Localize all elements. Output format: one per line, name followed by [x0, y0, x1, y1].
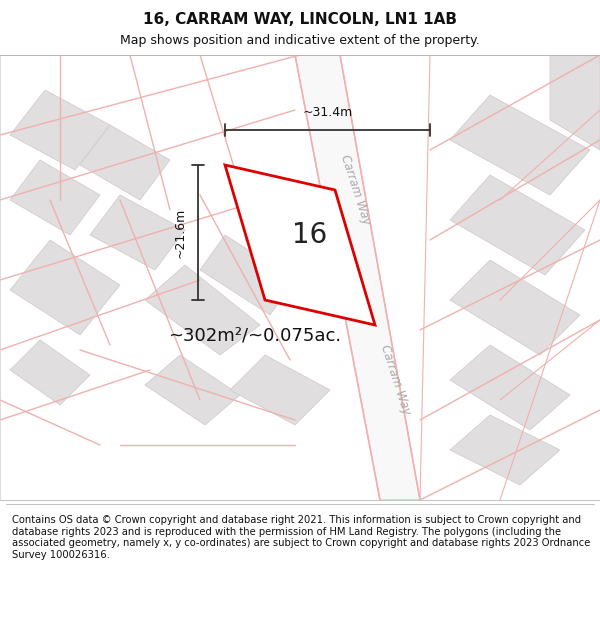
- Polygon shape: [225, 165, 375, 325]
- Text: Carram Way: Carram Way: [377, 343, 412, 417]
- Polygon shape: [145, 265, 260, 355]
- Polygon shape: [295, 55, 420, 500]
- Text: Carram Way: Carram Way: [338, 153, 373, 227]
- Text: ~31.4m: ~31.4m: [302, 106, 353, 119]
- Polygon shape: [245, 195, 330, 275]
- Text: 16, CARRAM WAY, LINCOLN, LN1 1AB: 16, CARRAM WAY, LINCOLN, LN1 1AB: [143, 12, 457, 27]
- Polygon shape: [10, 160, 100, 235]
- Polygon shape: [450, 415, 560, 485]
- Polygon shape: [450, 175, 585, 275]
- Text: ~302m²/~0.075ac.: ~302m²/~0.075ac.: [169, 326, 341, 344]
- Polygon shape: [230, 355, 330, 425]
- Polygon shape: [80, 125, 170, 200]
- Polygon shape: [200, 235, 295, 315]
- Text: ~21.6m: ~21.6m: [173, 208, 187, 258]
- Text: Contains OS data © Crown copyright and database right 2021. This information is : Contains OS data © Crown copyright and d…: [12, 515, 590, 560]
- Text: Map shows position and indicative extent of the property.: Map shows position and indicative extent…: [120, 34, 480, 47]
- Text: 16: 16: [292, 221, 328, 249]
- Polygon shape: [450, 95, 590, 195]
- Polygon shape: [145, 355, 240, 425]
- Polygon shape: [450, 345, 570, 430]
- Polygon shape: [90, 195, 185, 270]
- Polygon shape: [10, 240, 120, 335]
- Polygon shape: [450, 260, 580, 355]
- Polygon shape: [550, 55, 600, 150]
- Polygon shape: [10, 340, 90, 405]
- Polygon shape: [10, 90, 110, 170]
